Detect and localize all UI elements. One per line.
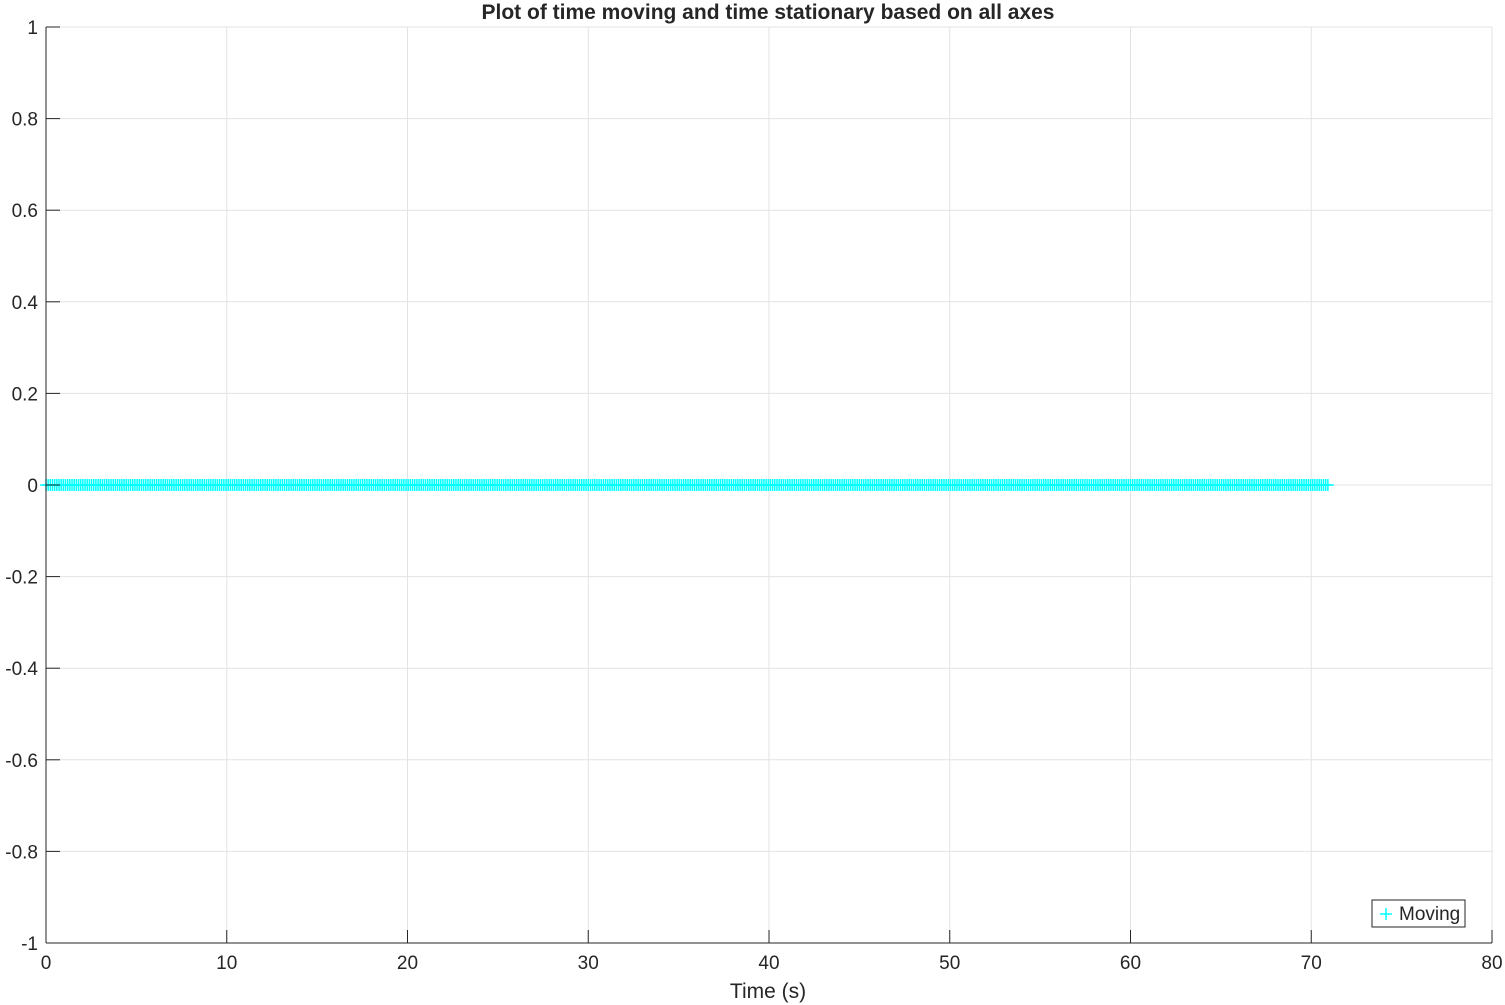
legend: Moving bbox=[1371, 899, 1466, 928]
y-tick-label: 0.6 bbox=[12, 201, 38, 222]
y-tick-label: -0.8 bbox=[5, 842, 38, 863]
series-moving bbox=[40, 479, 1334, 491]
y-tick-label: 0.2 bbox=[12, 384, 38, 405]
x-tick-label: 60 bbox=[1120, 953, 1141, 974]
y-tick-label: 0 bbox=[27, 476, 38, 497]
legend-entry-moving: Moving bbox=[1399, 904, 1460, 925]
x-tick-label: 20 bbox=[397, 953, 418, 974]
y-tick-label: 1 bbox=[27, 18, 38, 39]
x-tick-label: 70 bbox=[1301, 953, 1322, 974]
chart-title: Plot of time moving and time stationary … bbox=[482, 1, 1055, 24]
x-tick-label: 0 bbox=[41, 953, 52, 974]
x-tick-label: 80 bbox=[1481, 953, 1502, 974]
x-tick-label: 10 bbox=[216, 953, 237, 974]
x-axis-label: Time (s) bbox=[730, 980, 806, 1003]
y-tick-label: 0.8 bbox=[12, 110, 38, 131]
y-axis-ticks: -1 -0.8 -0.6 -0.4 -0.2 0 0.2 0.4 0.6 0.8 1 bbox=[5, 18, 60, 955]
y-tick-label: 0.4 bbox=[12, 293, 39, 314]
x-tick-label: 30 bbox=[578, 953, 599, 974]
y-tick-label: -0.6 bbox=[5, 751, 38, 772]
legend-marker-plus-icon bbox=[1380, 908, 1392, 920]
grid-lines bbox=[45, 26, 1493, 944]
y-tick-label: -1 bbox=[21, 934, 38, 955]
y-tick-label: -0.4 bbox=[5, 659, 38, 680]
x-tick-label: 40 bbox=[758, 953, 779, 974]
x-tick-label: 50 bbox=[939, 953, 960, 974]
x-axis-ticks: 0 10 20 30 40 50 60 70 80 bbox=[41, 930, 1503, 974]
y-tick-label: -0.2 bbox=[5, 568, 38, 589]
